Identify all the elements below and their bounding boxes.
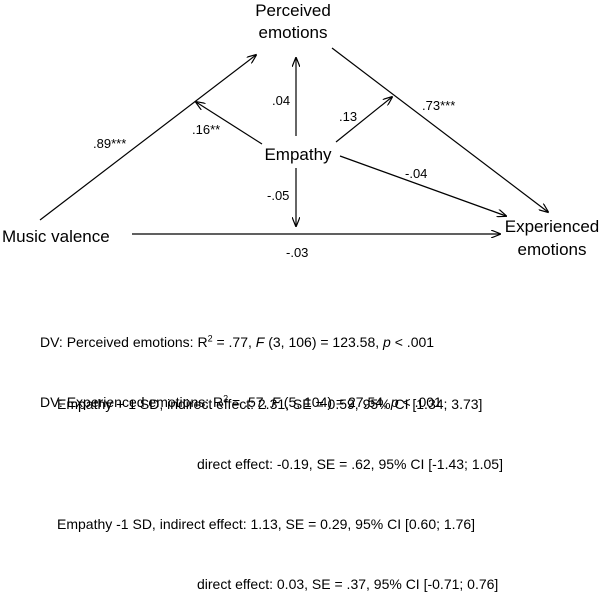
- dv-experienced-p: p: [390, 394, 399, 410]
- effects-statistics: Empathy + 1 SD, indirect effect: 2.31, S…: [57, 354, 503, 614]
- dv-perceived-prefix: DV: Perceived emotions: R: [40, 334, 208, 350]
- coef-empathy-to-perceived: .04: [272, 93, 290, 108]
- dv-perceived-mid1: = .77,: [212, 334, 256, 350]
- coef-empathy-to-experienced: -.04: [405, 166, 427, 181]
- mediation-diagram: Perceived emotions Empathy Music valence…: [2, 1, 600, 260]
- node-perceived-line1: Perceived: [255, 1, 331, 20]
- node-empathy: Empathy: [264, 145, 332, 164]
- dv-perceived-mid2: (3, 106) = 123.58,: [264, 334, 384, 350]
- coef-music-to-experienced: -.03: [286, 245, 308, 260]
- arrow-music-to-perceived: [39, 55, 256, 221]
- dv-experienced-f: F: [271, 394, 280, 410]
- dv-experienced-prefix: DV: Experienced emotions: R: [40, 394, 224, 410]
- dv-experienced-sup: 2: [223, 393, 229, 404]
- dv-perceived-tail: < .001: [390, 334, 435, 350]
- dv-perceived-sup: 2: [207, 333, 213, 344]
- arrow-perceived-to-experienced: [331, 47, 548, 212]
- effect-minus-indirect: Empathy -1 SD, indirect effect: 1.13, SE…: [57, 516, 476, 532]
- arrow-empathy-to-experienced: [339, 155, 506, 216]
- dv-experienced-mid1: = .57,: [228, 394, 272, 410]
- node-experienced-line1: Experienced: [505, 217, 600, 236]
- effect-minus-direct: direct effect: 0.03, SE = .37, 95% CI [-…: [197, 576, 499, 592]
- coef-empathy-to-perceived-experienced: .13: [339, 109, 357, 124]
- coef-music-to-perceived: .89***: [93, 136, 126, 151]
- dv-experienced-mid2: (5, 104) = 27.54,: [279, 394, 391, 410]
- dv-statistics: DV: Perceived emotions: R2 = .77, F (3, …: [40, 292, 442, 432]
- arrow-empathy-to-music-path: [196, 102, 263, 145]
- node-music-valence: Music valence: [2, 227, 110, 246]
- dv-experienced-tail: < .001: [398, 394, 442, 410]
- node-experienced-line2: emotions: [518, 240, 587, 259]
- arrow-empathy-to-perceived-path: [335, 97, 392, 143]
- dv-experienced-line: DV: Experienced emotions: R2 = .57, F (5…: [40, 392, 442, 412]
- effect-plus-direct: direct effect: -0.19, SE = .62, 95% CI […: [197, 456, 503, 472]
- dv-perceived-line: DV: Perceived emotions: R2 = .77, F (3, …: [40, 332, 442, 352]
- dv-perceived-p: p: [383, 334, 391, 350]
- coef-empathy-to-music-experienced: -.05: [267, 188, 289, 203]
- coef-empathy-to-music-perceived: .16**: [192, 122, 220, 137]
- dv-perceived-f: F: [255, 334, 265, 350]
- node-perceived-line2: emotions: [259, 23, 328, 42]
- coef-perceived-to-experienced: .73***: [422, 98, 455, 113]
- effect-plus-indirect: Empathy + 1 SD, indirect effect: 2.31, S…: [57, 396, 483, 412]
